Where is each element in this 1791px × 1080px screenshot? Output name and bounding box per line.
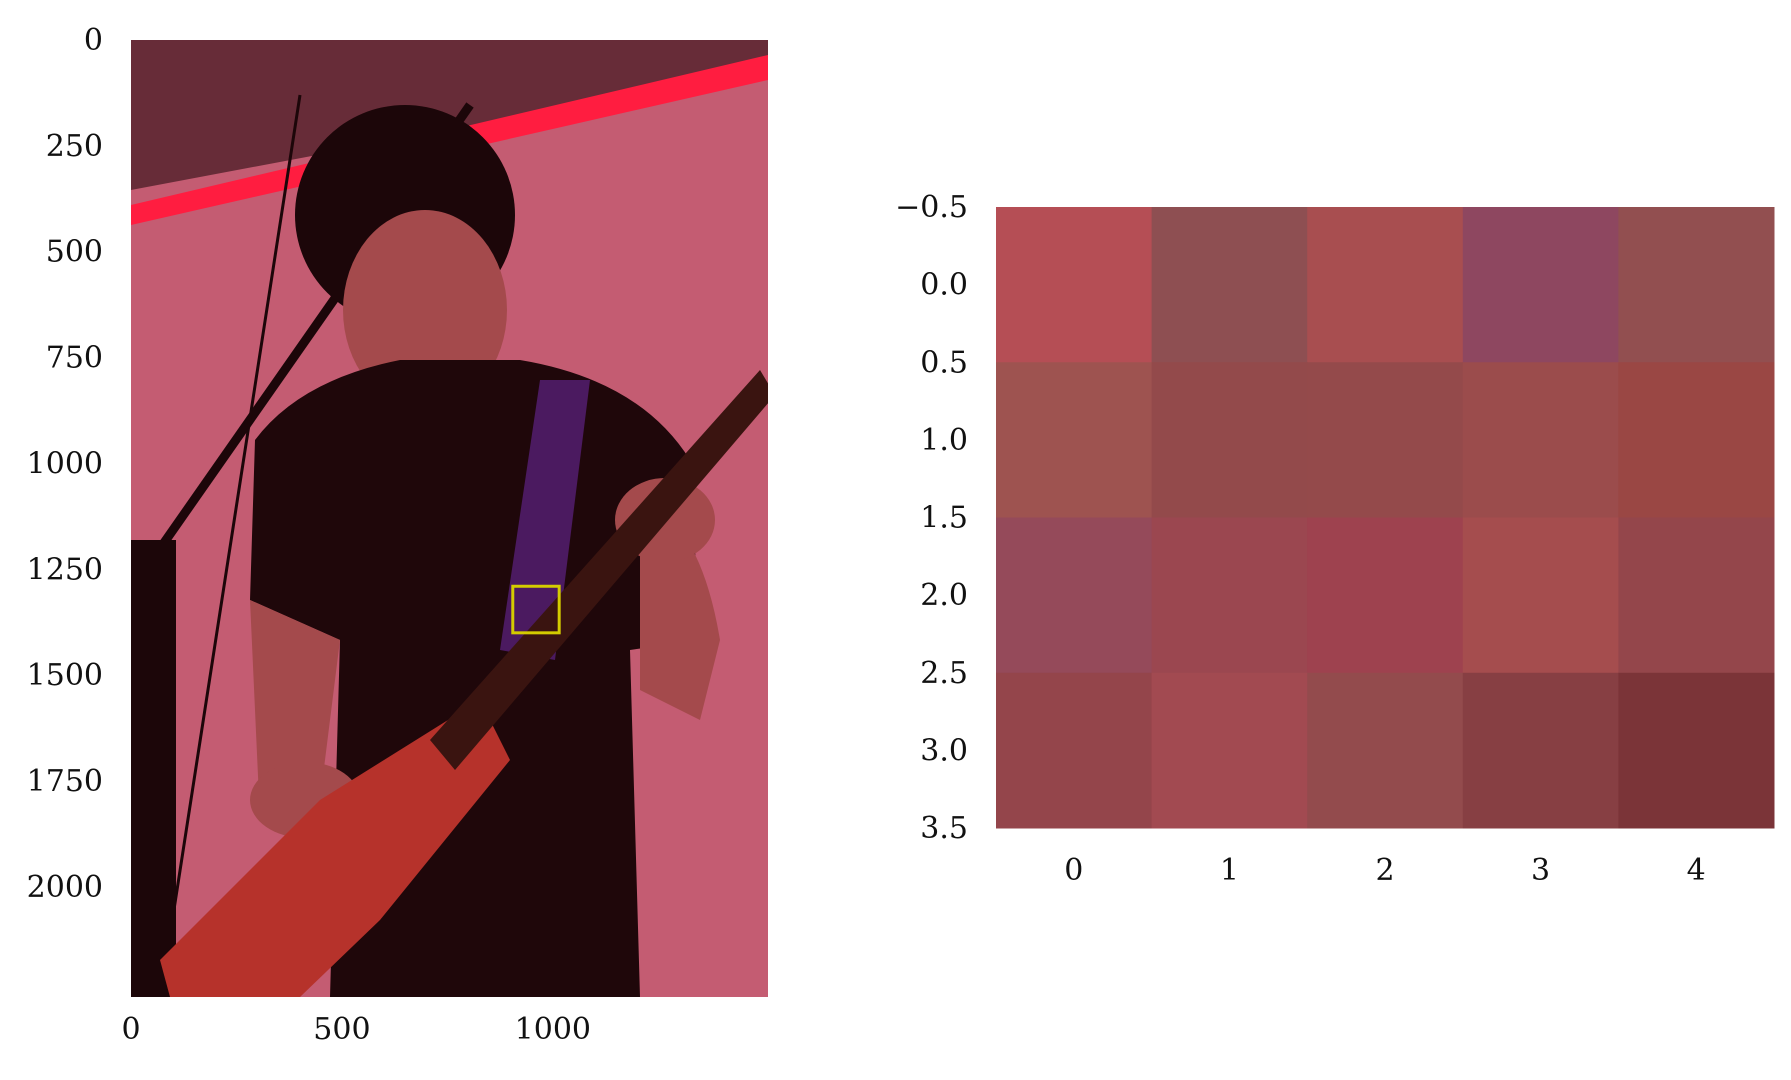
heatmap-y-tick-label: 3.5	[920, 811, 968, 846]
heatmap-y-axis: −0.5 0.0 0.5 1.0 1.5 2.0 2.5 3.0 3.5	[895, 190, 968, 846]
highlight-box	[511, 584, 561, 635]
heatmap-cell	[1618, 672, 1775, 829]
heatmap-panel: 0 1 2 3 4 −0.5 0.0 0.5 1.0 1.5 2.0 2.5 3.0 3.5	[895, 190, 1775, 888]
photo-y-axis: 0 250 500 750 1000 1250 1500 1750 2000	[27, 23, 103, 905]
heatmap-cell	[1151, 207, 1308, 363]
heatmap-cell	[1307, 207, 1464, 363]
photo-y-tick-label: 1500	[27, 658, 103, 693]
heatmap-y-tick-label: 2.5	[920, 656, 968, 691]
heatmap-x-tick-label: 3	[1531, 853, 1550, 888]
heatmap-cell	[1618, 362, 1775, 518]
heatmap-y-tick-label: 1.0	[920, 423, 968, 458]
heatmap-x-axis: 0 1 2 3 4	[1064, 853, 1705, 888]
photo-y-tick-label: 250	[46, 129, 103, 164]
photo-y-tick-label: 1000	[27, 446, 103, 481]
heatmap-x-tick-label: 1	[1220, 853, 1239, 888]
photo-y-tick-label: 500	[46, 235, 103, 270]
heatmap-cell	[1307, 517, 1464, 674]
heatmap-cell	[1618, 207, 1775, 363]
heatmap-y-tick-label: 2.0	[920, 578, 968, 613]
guitar-body	[160, 700, 510, 997]
heatmap-cell	[996, 207, 1153, 363]
heatmap-x-tick-label: 0	[1064, 853, 1083, 888]
photo-x-tick-label: 1000	[515, 1012, 591, 1047]
heatmap-cell	[1307, 362, 1464, 518]
heatmap-x-tick-label: 4	[1687, 853, 1706, 888]
heatmap-cell	[1462, 362, 1619, 518]
heatmap-cell	[1462, 672, 1619, 829]
photo-y-tick-label: 1250	[27, 552, 103, 587]
heatmap-y-tick-label: −0.5	[895, 190, 968, 225]
left-shadow	[131, 540, 176, 997]
photo-x-tick-label: 500	[313, 1012, 370, 1047]
heatmap-cell	[1462, 517, 1619, 674]
heatmap-cell	[1462, 207, 1619, 363]
heatmap-cell	[996, 517, 1153, 674]
photo-y-tick-label: 750	[46, 341, 103, 376]
heatmap-y-tick-label: 3.0	[920, 733, 968, 768]
heatmap-y-tick-label: 0.5	[920, 345, 968, 380]
mic-cable	[158, 94, 302, 997]
heatmap-x-tick-label: 2	[1375, 853, 1394, 888]
heatmap-cell	[1307, 672, 1464, 829]
heatmap-cells	[996, 207, 1775, 829]
guitar-neck	[430, 370, 768, 770]
photo-x-axis: 0 500 1000	[121, 1012, 591, 1047]
photo-y-tick-label: 1750	[27, 764, 103, 799]
heatmap-cell	[1618, 517, 1775, 674]
photo-panel: 0 500 1000 0 250 500 750 1000 1250 1500 1750 2000	[27, 23, 768, 1047]
heatmap-cell	[996, 362, 1153, 518]
photo-y-tick-label: 2000	[27, 870, 103, 905]
heatmap-cell	[1151, 362, 1308, 518]
photo-image	[131, 40, 768, 997]
heatmap-cell	[1151, 672, 1308, 829]
heatmap-cell	[1151, 517, 1308, 674]
heatmap-y-tick-label: 1.5	[920, 501, 968, 536]
guitar-strap	[500, 380, 590, 660]
photo-x-tick-label: 0	[121, 1012, 140, 1047]
photo-y-tick-label: 0	[84, 23, 103, 58]
heatmap-y-tick-label: 0.0	[920, 268, 968, 303]
heatmap-cell	[996, 672, 1153, 829]
